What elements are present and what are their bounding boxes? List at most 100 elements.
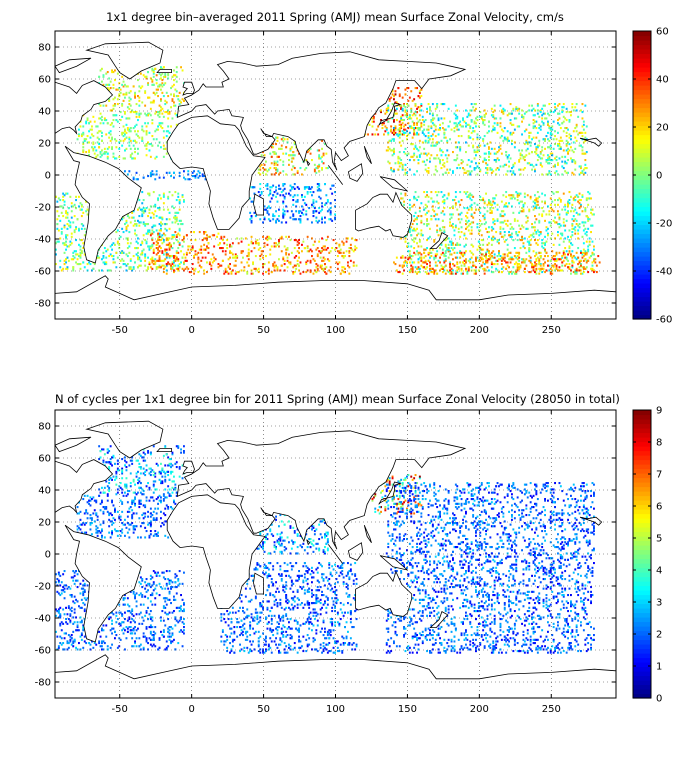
heat-cell	[535, 199, 538, 202]
heat-cell	[511, 226, 513, 229]
heat-cell	[469, 192, 472, 195]
heat-cell	[410, 269, 413, 272]
heat-cell	[112, 242, 115, 245]
heat-cell	[170, 175, 172, 178]
heat-cell	[119, 251, 122, 254]
heat-cell	[467, 229, 470, 232]
heat-cell	[535, 251, 538, 254]
heat-cell	[312, 199, 315, 202]
heat-cell	[101, 139, 103, 142]
heat-cell	[541, 215, 544, 218]
heat-cell	[165, 111, 168, 114]
heat-cell	[511, 123, 513, 126]
heat-cell	[406, 171, 408, 174]
heat-cell	[414, 237, 417, 240]
heat-cell	[147, 229, 149, 232]
heat-cell	[78, 205, 80, 208]
heat-cell	[91, 146, 93, 149]
heat-cell	[193, 170, 195, 173]
heat-cell	[509, 256, 512, 259]
heat-cell	[145, 269, 148, 272]
heat-cell	[247, 251, 250, 254]
heat-cell	[488, 226, 490, 229]
heat-cell	[256, 242, 259, 245]
heat-cell	[581, 131, 584, 134]
heat-cell	[535, 272, 538, 275]
heat-cell	[503, 256, 506, 259]
heat-cell	[557, 119, 559, 122]
heat-cell	[492, 128, 495, 131]
heat-cell	[410, 155, 413, 158]
heat-cell	[149, 216, 152, 219]
heat-cell	[437, 128, 440, 131]
heat-cell	[495, 152, 498, 155]
heat-cell	[99, 112, 102, 115]
heat-cell	[424, 152, 427, 155]
heat-cell	[315, 271, 318, 274]
heat-cell	[467, 259, 470, 262]
heat-cell	[129, 242, 132, 245]
heat-cell	[436, 264, 439, 267]
heat-cell	[124, 130, 126, 133]
heat-cell	[316, 253, 319, 256]
heat-cell	[549, 111, 552, 114]
heat-cell	[398, 141, 401, 144]
heat-cell	[70, 242, 73, 245]
heat-cell	[414, 146, 417, 149]
heat-cell	[565, 258, 568, 261]
heat-cell	[532, 235, 535, 238]
heat-cell	[411, 229, 414, 232]
heat-cell	[93, 146, 96, 149]
heat-cell	[114, 79, 116, 82]
heat-cell	[421, 119, 424, 122]
heat-cell	[580, 269, 582, 272]
heat-cell	[393, 130, 395, 133]
heat-cell	[593, 213, 595, 216]
heat-cell	[106, 155, 109, 158]
heat-cell	[552, 138, 555, 141]
heat-cell	[521, 114, 523, 117]
heat-cell	[500, 271, 503, 274]
heat-cell	[452, 199, 454, 202]
heat-cell	[152, 242, 155, 245]
heat-cell	[557, 213, 559, 216]
heat-cell	[532, 125, 535, 128]
heat-cell	[161, 223, 164, 226]
heat-cell	[427, 103, 430, 106]
heat-cell	[539, 231, 542, 234]
heat-cell	[397, 133, 400, 136]
heat-cell	[536, 191, 539, 194]
heat-cell	[503, 240, 506, 243]
heat-cell	[65, 267, 67, 270]
heat-cell	[552, 255, 555, 258]
heat-cell	[406, 103, 408, 106]
heat-cell	[496, 131, 499, 134]
heat-cell	[539, 263, 542, 266]
heat-cell	[582, 251, 585, 254]
heat-cell	[285, 146, 288, 149]
heat-cell	[80, 135, 83, 138]
heat-cell	[348, 250, 351, 253]
heat-cell	[185, 253, 188, 256]
heat-cell	[148, 211, 151, 214]
heat-cell	[151, 135, 154, 138]
heat-cell	[319, 266, 322, 269]
heat-cell	[283, 183, 286, 186]
heat-cell	[372, 117, 375, 120]
heat-cell	[303, 186, 306, 189]
heat-cell	[65, 258, 67, 261]
heat-cell	[488, 159, 490, 162]
heat-cell	[404, 128, 407, 131]
heat-cell	[567, 128, 569, 131]
heat-cell	[138, 96, 141, 99]
heat-cell	[544, 250, 546, 253]
heat-cell	[335, 242, 338, 245]
heat-cell	[427, 223, 430, 226]
heat-cell	[436, 250, 439, 253]
heat-cell	[229, 250, 231, 253]
heat-cell	[411, 267, 414, 270]
heat-cell	[426, 266, 428, 269]
heat-cell	[383, 122, 385, 125]
heat-cell	[157, 259, 159, 262]
heat-cell	[142, 74, 145, 77]
